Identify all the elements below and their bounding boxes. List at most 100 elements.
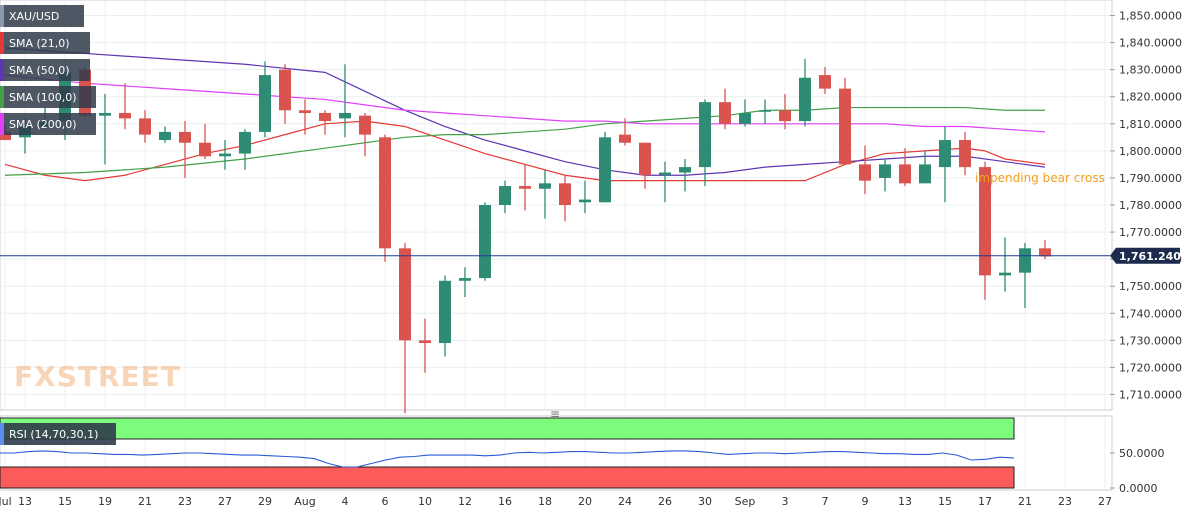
x-tick-label: 7 <box>822 495 829 508</box>
legend-sma-0-bg <box>0 32 90 54</box>
candle-body <box>939 140 951 168</box>
candle <box>1019 242 1031 308</box>
candle <box>99 94 111 165</box>
x-tick-label: 29 <box>258 495 272 508</box>
candle <box>779 94 791 130</box>
candle-body <box>159 131 171 141</box>
candle <box>439 275 451 357</box>
legend-sma-0-text: SMA (21,0) <box>9 37 70 50</box>
candle-body <box>499 186 511 205</box>
candle-body <box>439 280 451 344</box>
last-price-label: 1,761.2400 <box>1119 250 1189 263</box>
candle-body <box>719 102 731 124</box>
candle <box>379 134 391 262</box>
candle-body <box>919 164 931 184</box>
candles <box>0 58 1051 414</box>
candle-body <box>579 199 591 203</box>
legend-rsi-bg <box>0 423 116 445</box>
legend-sma-1-swatch <box>0 59 4 81</box>
y-tick-label: 1,730.0000 <box>1119 334 1182 347</box>
x-tick-label: 26 <box>658 495 672 508</box>
candle <box>939 126 951 203</box>
candle <box>279 64 291 124</box>
candle <box>219 140 231 170</box>
candle <box>999 237 1011 292</box>
x-tick-label: 12 <box>458 495 472 508</box>
legend-symbol: XAU/USD <box>0 5 84 27</box>
annotation-bear-cross: impending bear cross <box>975 171 1105 185</box>
x-tick-label: 24 <box>618 495 632 508</box>
y-tick-label: 1,800.0000 <box>1119 145 1182 158</box>
candle <box>259 61 271 138</box>
rsi-y-tick-label: 0.0000 <box>1119 482 1158 495</box>
x-tick-label: 21 <box>1018 495 1032 508</box>
x-tick-label: 4 <box>342 495 349 508</box>
candle <box>539 169 551 219</box>
candle <box>519 164 531 211</box>
candle-body <box>0 131 11 141</box>
candle-body <box>759 110 771 112</box>
candle-body <box>799 77 811 122</box>
y-tick-label: 1,710.0000 <box>1119 388 1182 401</box>
candle <box>859 145 871 195</box>
y-tick-label: 1,820.0000 <box>1119 91 1182 104</box>
candle-body <box>539 183 551 189</box>
x-tick-label: 17 <box>978 495 992 508</box>
candle <box>339 64 351 138</box>
rsi-line <box>0 450 1015 468</box>
legend-sma-0: SMA (21,0) <box>0 32 90 54</box>
legend-sma-1-text: SMA (50,0) <box>9 64 70 77</box>
legend-sma-1-bg <box>0 59 90 81</box>
candle <box>959 131 971 176</box>
candle <box>559 175 571 222</box>
rsi-oversold-zone <box>0 466 1015 489</box>
candle-body <box>779 110 791 122</box>
sma-100-line <box>4 106 1045 176</box>
candle <box>459 267 471 298</box>
x-tick-label: 9 <box>862 495 869 508</box>
candle <box>179 121 191 178</box>
candle <box>879 158 891 192</box>
candle-body <box>519 186 531 189</box>
candle <box>619 118 631 146</box>
x-tick-label: 6 <box>382 495 389 508</box>
rsi-y-tick-label: 50.0000 <box>1119 447 1165 460</box>
candle <box>319 110 331 135</box>
candle-body <box>559 183 571 205</box>
legend-sma-3: SMA (200,0) <box>0 113 96 135</box>
candle <box>819 66 831 95</box>
candle-body <box>699 102 711 168</box>
rsi-panel: 50.0000 0.0000 RSI (14,70,30,1) <box>0 417 1165 495</box>
candle-body <box>1039 248 1051 257</box>
sma-200-line <box>4 74 1046 133</box>
y-tick-label: 1,810.0000 <box>1119 118 1182 131</box>
candle-body <box>419 340 431 344</box>
candle-body <box>219 153 231 157</box>
panel-splitter-handle[interactable]: ≡ <box>550 407 560 421</box>
candle-body <box>819 75 831 89</box>
candle <box>679 158 691 192</box>
watermark-fxstreet: FXSTREET <box>14 360 181 393</box>
x-tick-label: Sep <box>735 495 756 508</box>
y-tick-label: 1,850.0000 <box>1119 10 1182 23</box>
x-tick-label: 15 <box>938 495 952 508</box>
x-tick-label: 20 <box>578 495 592 508</box>
candle <box>399 242 411 414</box>
y-tick-label: 1,780.0000 <box>1119 199 1182 212</box>
candle-body <box>879 164 891 178</box>
x-tick-label: 19 <box>98 495 112 508</box>
x-tick-label: 10 <box>418 495 432 508</box>
candle <box>839 77 851 165</box>
candle <box>359 112 371 157</box>
candle-body <box>359 115 371 135</box>
x-tick-label: 18 <box>538 495 552 508</box>
legend-symbol-bg <box>0 5 84 27</box>
x-tick-label: 13 <box>898 495 912 508</box>
legend-rsi: RSI (14,70,30,1) <box>0 423 116 445</box>
candle <box>239 129 251 170</box>
x-tick-label: 23 <box>178 495 192 508</box>
y-tick-label: 1,840.0000 <box>1119 37 1182 50</box>
candle-body <box>99 112 111 116</box>
